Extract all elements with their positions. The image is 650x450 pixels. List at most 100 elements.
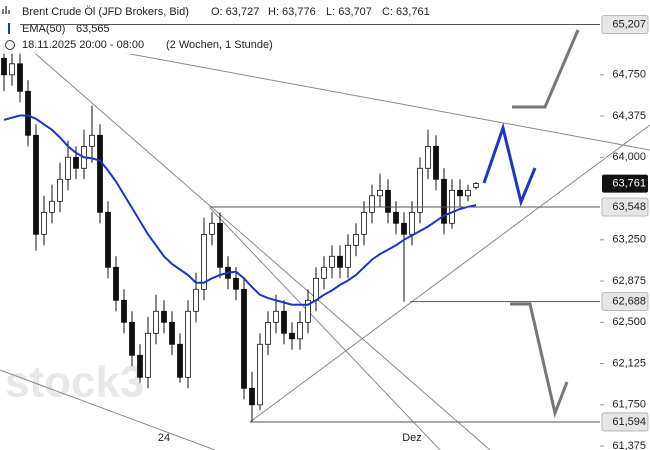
- candle-body: [33, 134, 39, 235]
- trend-line: [0, 369, 216, 450]
- candle-body: [57, 178, 63, 202]
- candle-body: [113, 266, 119, 301]
- candle-body: [129, 321, 135, 356]
- y-tick-label: 64,750: [612, 69, 646, 81]
- trend-line: [21, 41, 491, 450]
- candle-body: [409, 211, 415, 235]
- trend-lines: [0, 41, 650, 450]
- candle-body: [289, 332, 295, 340]
- candle-body: [337, 255, 343, 268]
- candle-body: [329, 255, 335, 268]
- chart-icon: [2, 6, 10, 14]
- candle-body: [377, 189, 383, 197]
- candle-body: [369, 195, 375, 213]
- period: (2 Wochen, 1 Stunde): [166, 39, 273, 51]
- level-label: 63,548: [612, 201, 646, 213]
- candle-body: [217, 222, 223, 268]
- y-tick-label: 63,250: [612, 234, 646, 246]
- candle-body: [393, 211, 399, 224]
- candle-body: [425, 145, 431, 169]
- candle-body: [233, 277, 239, 290]
- header: Brent Crude Öl (JFD Brokers, Bid) O: 63,…: [0, 0, 430, 54]
- candle-body: [273, 310, 279, 323]
- level-label: 62,688: [612, 296, 646, 308]
- candle-body: [145, 332, 151, 378]
- candle-body: [89, 134, 95, 147]
- ema-line: [3, 114, 477, 306]
- level-box: [601, 15, 649, 34]
- watermark: stock3: [5, 358, 144, 407]
- date-range: 18.11.2025 20:00 - 08:00: [22, 39, 144, 51]
- candle-body: [465, 189, 471, 197]
- candle-body: [305, 299, 311, 323]
- candle-body: [313, 277, 319, 301]
- candle-body: [417, 167, 423, 213]
- candle-body: [249, 387, 255, 406]
- clock-icon: [5, 40, 15, 50]
- y-tick-label: 62,125: [612, 357, 646, 369]
- candle-body: [153, 310, 159, 334]
- candle-body: [1, 57, 7, 76]
- candle-body: [201, 233, 207, 290]
- forecast-up: [512, 29, 580, 109]
- candle-body: [193, 288, 199, 312]
- candle-body: [297, 321, 303, 340]
- candle-body: [265, 321, 271, 345]
- candle-body: [121, 299, 127, 323]
- y-tick-label: 64,000: [612, 151, 646, 163]
- y-tick-label: 61,375: [612, 440, 646, 450]
- ohlc-close: C: 63,761: [382, 6, 430, 18]
- candle-body: [457, 189, 463, 197]
- candle-body: [9, 63, 15, 76]
- candle-body: [385, 189, 391, 213]
- header-bg: [0, 0, 420, 54]
- level-box: [601, 412, 649, 432]
- candle-body: [281, 310, 287, 334]
- last-price-box: [602, 174, 648, 193]
- forecast-arrows: [482, 29, 580, 419]
- candle-body: [161, 310, 167, 323]
- trend-line: [209, 207, 441, 450]
- candle-body: [177, 343, 183, 378]
- ohlc-open: O: 63,727: [211, 6, 259, 18]
- candle-body: [169, 321, 175, 345]
- candle-body: [473, 183, 479, 188]
- level-box: [601, 292, 649, 312]
- forecast-down: [510, 302, 569, 419]
- candle-body: [241, 288, 247, 389]
- x-tick-label: 24: [158, 432, 170, 444]
- x-tick-label: Dez: [402, 432, 422, 444]
- forecast-blue: [482, 122, 537, 207]
- legend-ema: EMA(50): [22, 23, 65, 35]
- ohlc-high: H: 63,776: [268, 6, 316, 18]
- candle-body: [321, 266, 327, 279]
- trend-line: [249, 124, 650, 423]
- candle-body: [257, 343, 263, 406]
- candle-body: [17, 63, 23, 92]
- candle-body: [105, 211, 111, 268]
- candle-body: [73, 156, 79, 169]
- last-price-label: 63,761: [612, 177, 646, 189]
- chart-title: Brent Crude Öl (JFD Brokers, Bid): [22, 6, 189, 18]
- y-tick-label: 62,875: [612, 275, 646, 287]
- candle-body: [25, 90, 31, 136]
- candle-body: [441, 178, 447, 224]
- candle-body: [137, 354, 143, 378]
- candle-body: [49, 200, 55, 213]
- y-tick-label: 64,375: [612, 110, 646, 122]
- candle-body: [41, 211, 47, 235]
- candle-body: [209, 222, 215, 235]
- candle-body: [361, 211, 367, 235]
- level-label: 65,207: [612, 18, 646, 30]
- ema-value: 63,565: [76, 23, 110, 35]
- candle-body: [401, 222, 407, 235]
- candle-body: [345, 244, 351, 268]
- candle-body: [433, 145, 439, 180]
- trend-line: [124, 52, 650, 151]
- candle-body: [65, 156, 71, 180]
- candle-body: [97, 134, 103, 213]
- candle-body: [353, 233, 359, 246]
- y-tick-label: 61,750: [612, 399, 646, 411]
- level-box: [601, 197, 649, 217]
